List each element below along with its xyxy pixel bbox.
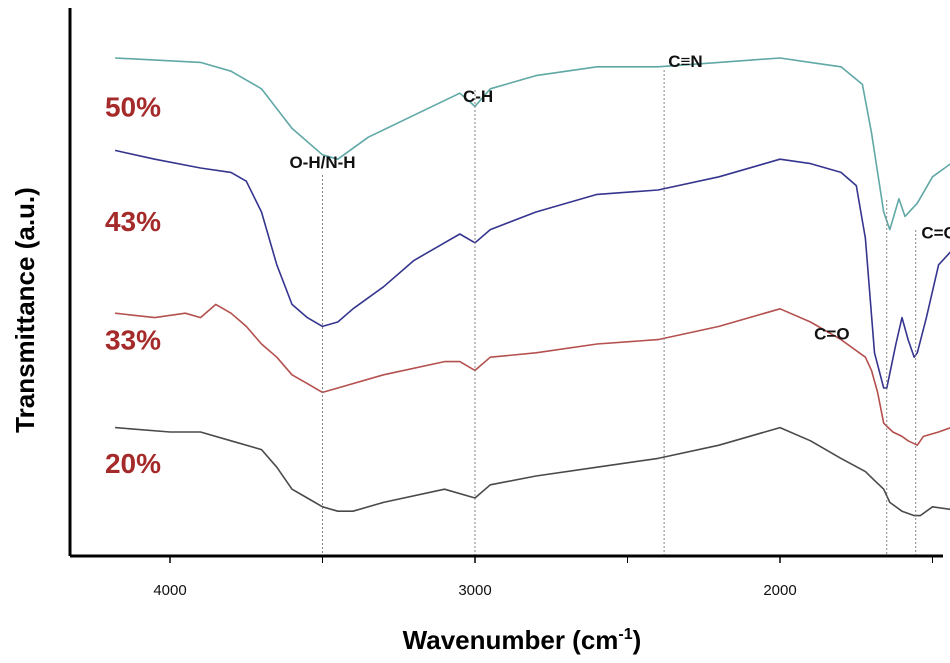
axes-layer (68, 8, 943, 558)
band-label-2: O-H/N-H (289, 153, 355, 172)
reference-lines-layer (322, 70, 917, 555)
series-label-50pct: 50% (105, 91, 161, 122)
plot-lines-layer (114, 57, 950, 517)
series-line-33pct (115, 303, 950, 447)
band-labels-layer: C-HC≡NO-H/N-HC-NC=CC=O (289, 52, 950, 344)
series-label-43pct: 43% (105, 206, 161, 237)
x-axis-title: Wavenumber (cm-1) (403, 625, 642, 655)
band-label-1: C≡N (668, 52, 702, 71)
series-line-20pct (115, 426, 950, 517)
x-tick-label-2000: 2000 (763, 582, 796, 599)
series-line-50pct (115, 57, 950, 231)
band-label-0: C-H (463, 87, 493, 106)
y-axis-title: Transmittance (a.u.) (10, 187, 40, 433)
band-label-4: C=C (921, 223, 950, 242)
x-tick-label-3000: 3000 (458, 582, 491, 599)
x-tick-label-4000: 4000 (153, 582, 186, 599)
x-ticks-layer: 4000300020001000 (153, 556, 933, 599)
series-label-33pct: 33% (105, 325, 161, 356)
band-label-5: C=O (814, 325, 849, 344)
series-labels-layer: 50% 43% 33% 20% (105, 91, 161, 478)
series-label-20pct: 20% (105, 448, 161, 479)
series-line-43pct (114, 149, 950, 389)
